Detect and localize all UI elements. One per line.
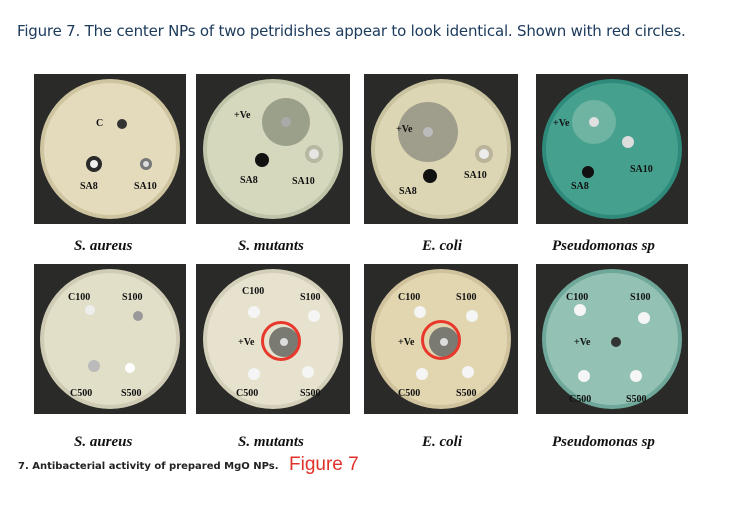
organism-label: Pseudomonas sp: [552, 434, 655, 450]
dish-bottom-ecoli: [364, 264, 518, 414]
well-label: SA8: [240, 175, 258, 186]
well-label: S500: [300, 388, 321, 399]
organism-label: Pseudomonas sp: [552, 238, 655, 254]
well-label: C100: [242, 286, 265, 297]
figure-caption: Figure 7. The center NPs of two petridis…: [17, 22, 686, 40]
organism-label: S. mutants: [238, 434, 304, 450]
well-label: C500: [70, 388, 93, 399]
well-label: S500: [626, 394, 647, 405]
organism-label: S. aureus: [74, 238, 133, 254]
well-label: C100: [398, 292, 421, 303]
highlight-circle: [421, 320, 461, 360]
well-label: S500: [456, 388, 477, 399]
well-label: SA10: [292, 176, 315, 187]
figure-number-label: Figure 7: [289, 454, 359, 475]
well-label: C500: [236, 388, 259, 399]
well-label: SA10: [464, 170, 487, 181]
well-label: +Ve: [574, 337, 591, 348]
organism-label: E. coli: [422, 238, 462, 254]
well-label: +Ve: [398, 337, 415, 348]
dish-bottom-pseudomonas: [536, 264, 688, 414]
well-label: C100: [68, 292, 91, 303]
dish-top-smutants: [196, 74, 350, 224]
well-label: S100: [456, 292, 477, 303]
well-label: C100: [566, 292, 589, 303]
well-label: +Ve: [238, 337, 255, 348]
dish-top-ecoli: [364, 74, 518, 224]
well-label: S100: [122, 292, 143, 303]
organism-label: S. aureus: [74, 434, 133, 450]
well-label: +Ve: [396, 124, 413, 135]
highlight-circle: [261, 321, 301, 361]
dish-top-saureus: [34, 74, 186, 224]
organism-label: S. mutants: [238, 238, 304, 254]
dish-top-pseudomonas: [536, 74, 688, 224]
dish-bottom-saureus: [34, 264, 186, 414]
organism-label: E. coli: [422, 434, 462, 450]
well-label: C: [96, 118, 104, 129]
well-label: +Ve: [234, 110, 251, 121]
well-label: C500: [569, 394, 592, 405]
well-label: SA8: [571, 181, 589, 192]
well-label: C500: [398, 388, 421, 399]
well-label: SA8: [80, 181, 98, 192]
well-label: S500: [121, 388, 142, 399]
well-label: S100: [630, 292, 651, 303]
well-label: SA8: [399, 186, 417, 197]
well-label: SA10: [134, 181, 157, 192]
well-label: +Ve: [553, 118, 570, 129]
well-label: S100: [300, 292, 321, 303]
well-label: SA10: [630, 164, 653, 175]
figure-footnote: 7. Antibacterial activity of prepared Mg…: [18, 461, 279, 472]
